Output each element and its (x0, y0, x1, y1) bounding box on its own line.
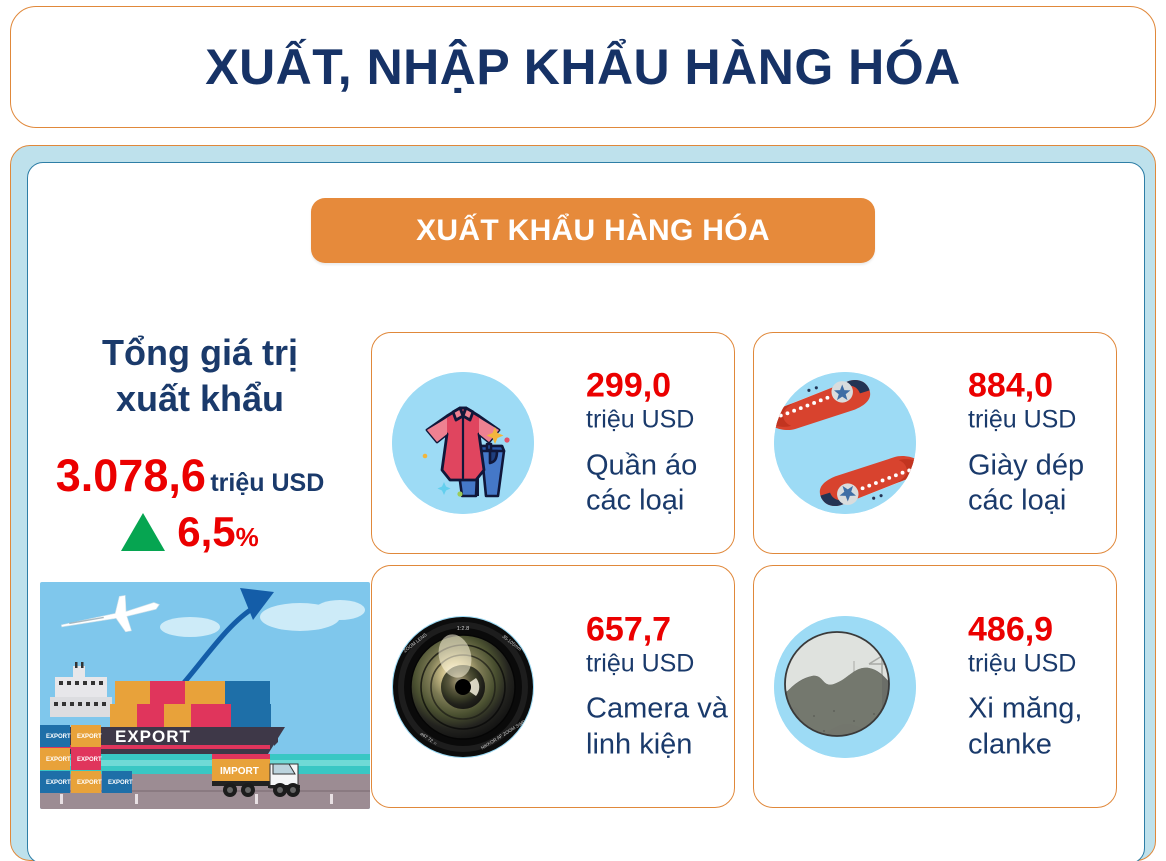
svg-text:EXPORT: EXPORT (108, 780, 133, 786)
svg-text:EXPORT: EXPORT (46, 757, 71, 763)
svg-text:EXPORT: EXPORT (77, 757, 102, 763)
svg-text:EXPORT: EXPORT (115, 727, 191, 746)
svg-text:EXPORT: EXPORT (46, 734, 71, 740)
svg-text:EXPORT: EXPORT (77, 734, 102, 740)
svg-text:EXPORT: EXPORT (77, 780, 102, 786)
svg-text:IMPORT: IMPORT (220, 766, 259, 777)
svg-text:1:2.8: 1:2.8 (457, 626, 469, 632)
svg-text:EXPORT: EXPORT (46, 780, 71, 786)
